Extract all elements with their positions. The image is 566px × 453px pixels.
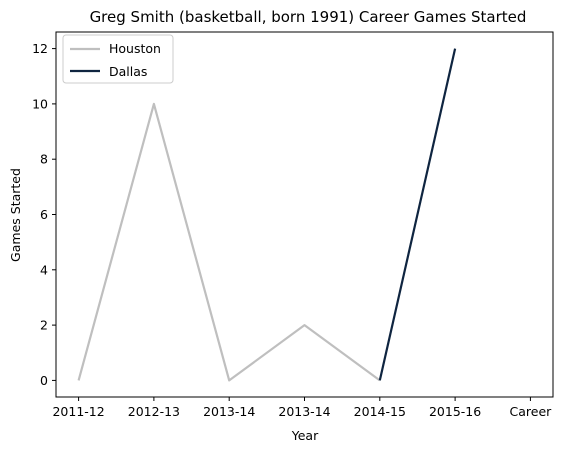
x-tick-label: Career [510,404,553,419]
x-tick-label: 2013-14 [278,404,330,419]
legend-label-dallas: Dallas [109,64,147,79]
y-tick-label: 2 [40,318,48,333]
plot-area [55,31,554,398]
legend-label-houston: Houston [109,41,161,56]
y-axis-label: Games Started [8,168,23,262]
x-tick-label: 2014-15 [354,404,406,419]
series-layer [77,48,457,382]
axis-ticks: 2011-12 2012-13 2013-14 2013-14 2014-15 2015-… [32,41,552,419]
y-tick-label: 0 [40,373,48,388]
y-tick-label: 8 [40,152,48,167]
x-axis-label: Year [291,428,319,443]
legend: Houston Dallas [62,34,174,84]
x-tick-label: 2011-12 [52,404,104,419]
x-tick-label: 2012-13 [128,404,180,419]
series-line-houston [77,102,381,382]
chart-title: Greg Smith (basketball, born 1991) Caree… [90,8,527,26]
y-tick-label: 10 [32,96,48,111]
y-tick-label: 12 [32,41,48,56]
plot-frame [55,31,554,398]
x-tick-label: 2015-16 [429,404,481,419]
y-tick-label: 6 [40,207,48,222]
y-tick-label: 4 [40,262,48,277]
x-tick-label: 2013-14 [203,404,255,419]
series-line-dallas [378,48,457,381]
